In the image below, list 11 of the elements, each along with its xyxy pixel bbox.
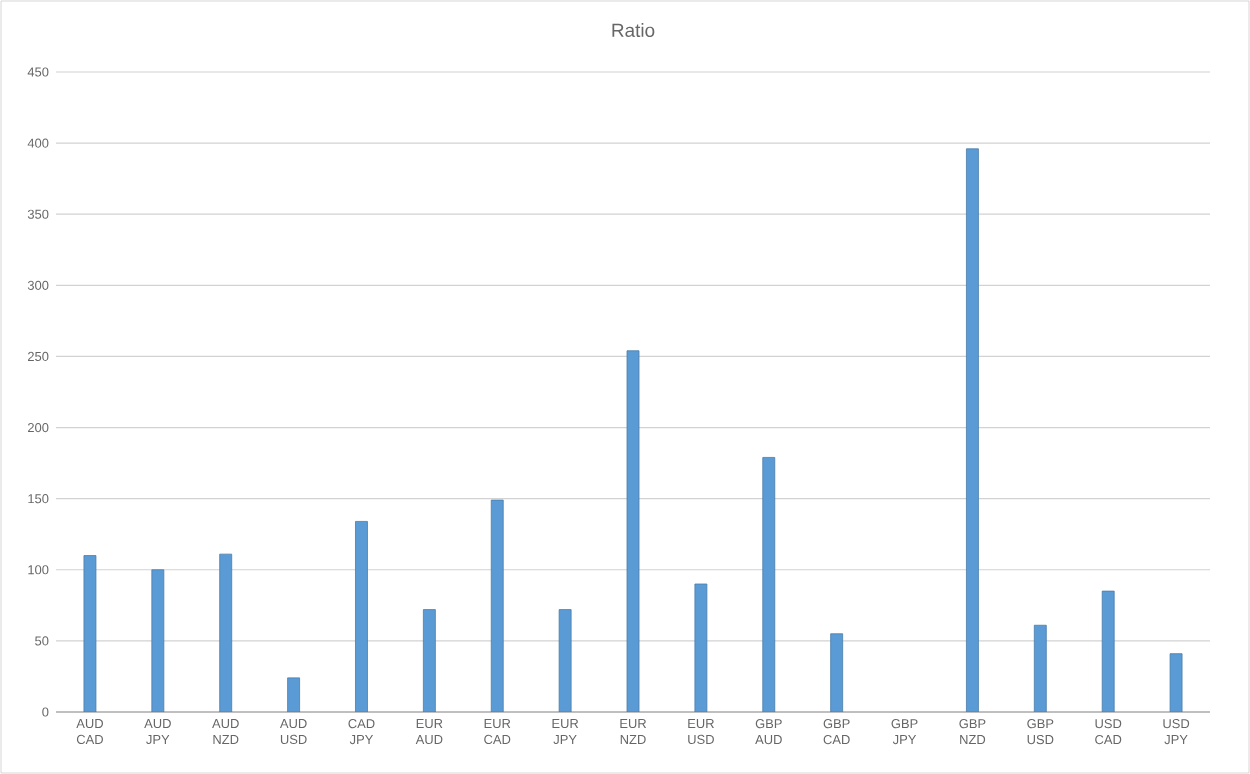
bar	[762, 457, 776, 712]
bar	[151, 569, 165, 712]
bar	[219, 553, 233, 712]
bar	[1101, 590, 1115, 712]
bar	[490, 499, 504, 712]
bar	[355, 521, 368, 712]
bar	[1033, 624, 1047, 712]
bar	[422, 609, 436, 712]
chart-title: Ratio	[612, 23, 655, 37]
bar	[966, 148, 979, 712]
bar	[830, 633, 844, 712]
